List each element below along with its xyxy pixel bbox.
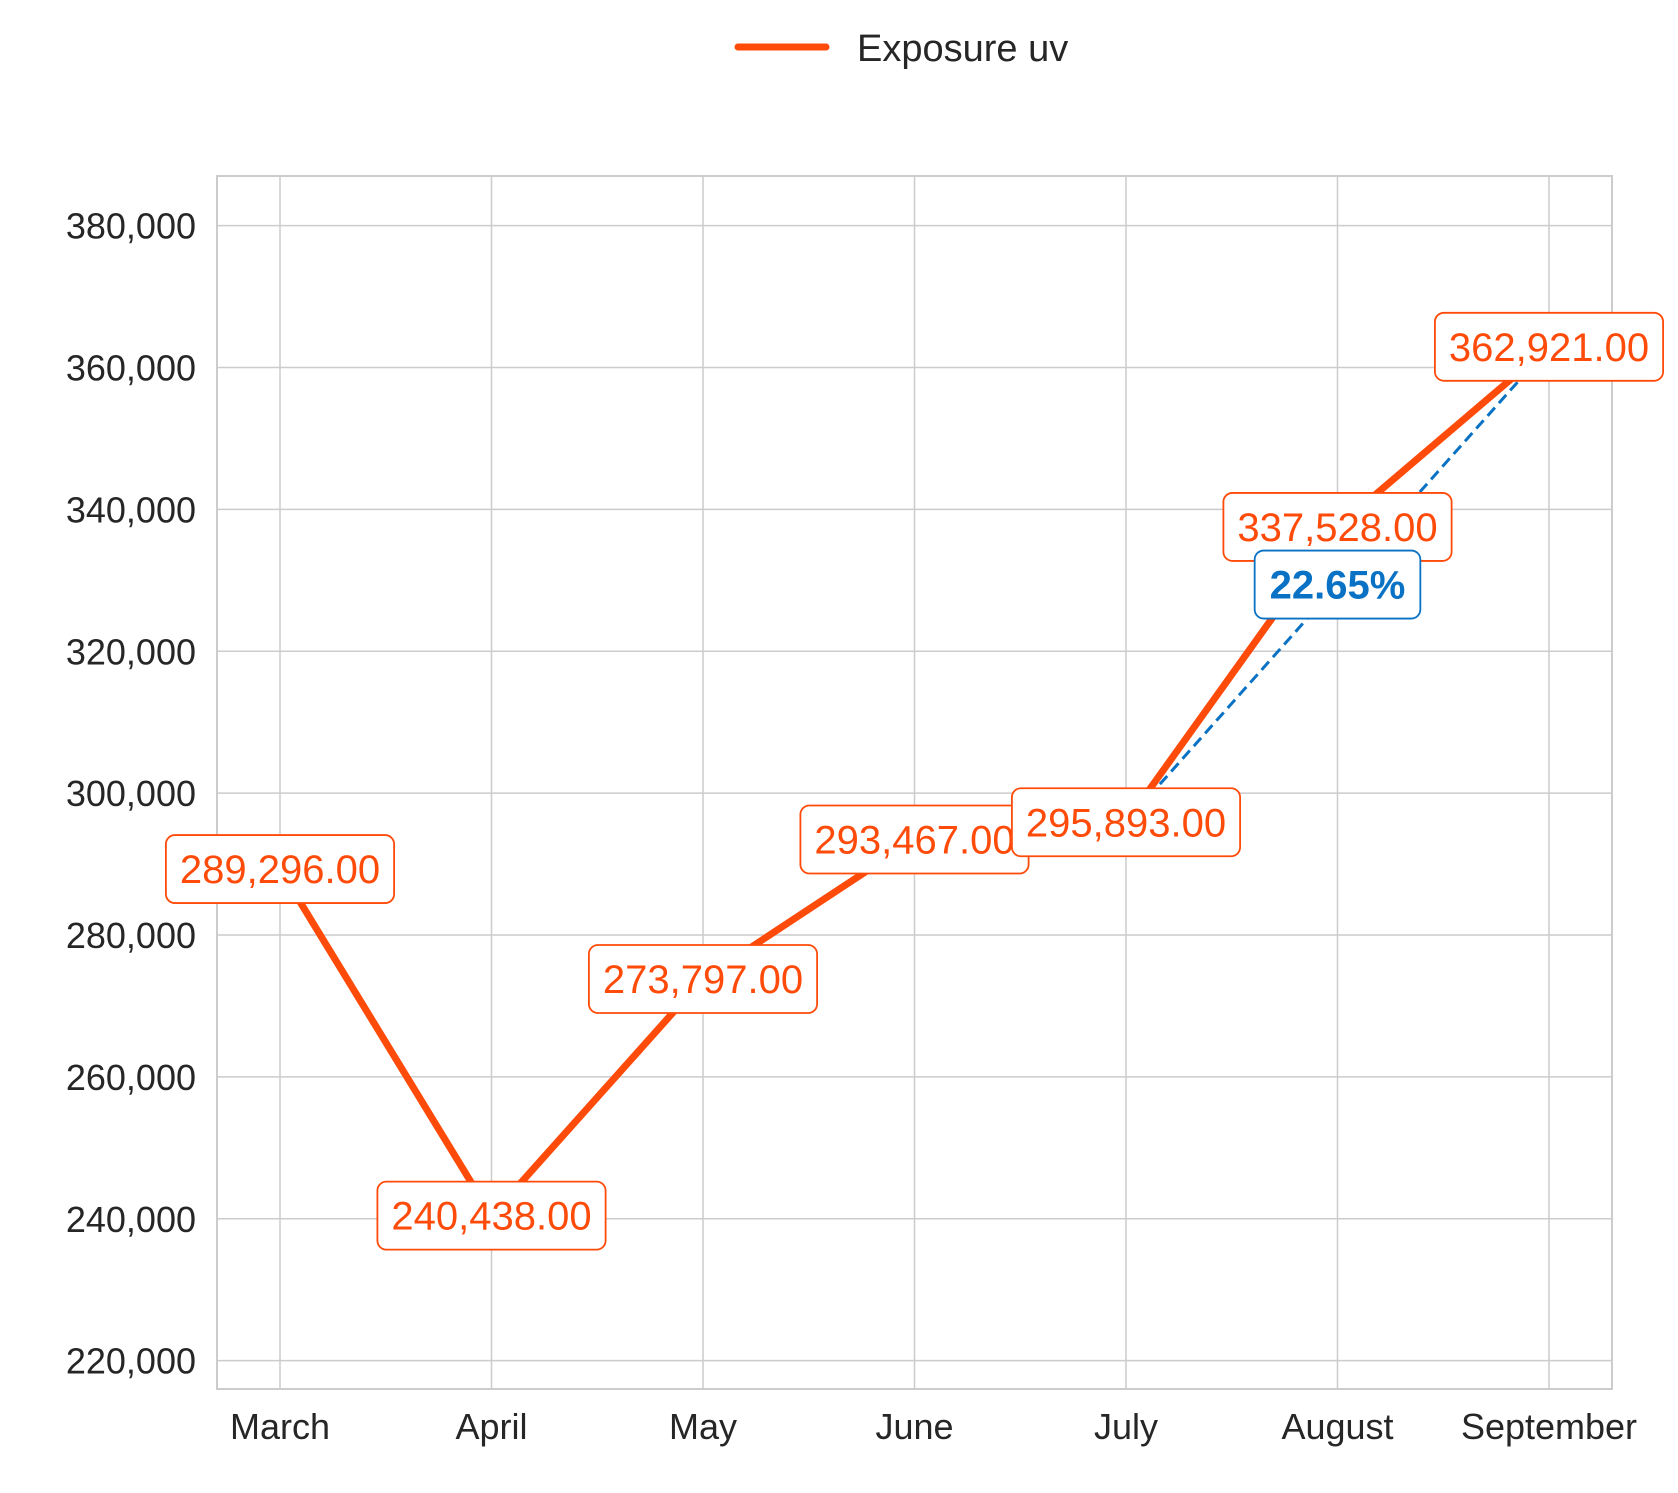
x-tick-label: March <box>230 1406 330 1447</box>
data-label-box <box>1433 311 1665 382</box>
growth-annotation-line <box>1124 345 1551 824</box>
legend: Exposure uv <box>734 28 1068 70</box>
y-tick-label: 220,000 <box>66 1341 196 1382</box>
x-axis: March April May June July August September <box>230 1406 1637 1447</box>
data-label-text: 295,893.00 <box>1026 801 1226 845</box>
growth-annotation <box>1124 345 1551 824</box>
plot-frame <box>216 175 1613 1390</box>
y-axis: 220,000 240,000 260,000 280,000 300,000 320,0… <box>66 206 196 1382</box>
grid <box>217 176 1612 1389</box>
data-label-text: 273,797.00 <box>603 958 803 1002</box>
data-label-text: 362,921.00 <box>1449 326 1649 370</box>
data-label: 240,438.00 <box>376 1180 607 1251</box>
growth-annotation-label-group: 22.65% <box>1253 549 1422 620</box>
data-label: 273,797.00 <box>587 944 819 1014</box>
data-label-text: 337,528.00 <box>1237 506 1437 550</box>
y-tick-label: 340,000 <box>66 489 196 530</box>
y-tick-label: 380,000 <box>66 206 196 247</box>
y-tick-label: 360,000 <box>66 348 196 389</box>
growth-annotation-label: 22.65% <box>1253 549 1422 620</box>
growth-annotation-text: 22.65% <box>1270 564 1406 608</box>
data-label: 362,921.00 <box>1433 311 1665 382</box>
data-label-text: 240,438.00 <box>391 1195 591 1239</box>
legend-label: Exposure uv <box>857 28 1068 70</box>
data-labels: 289,296.00 240,438.00 273,797.00 293,467.00… <box>164 311 1665 1251</box>
data-label: 337,528.00 <box>1222 492 1453 562</box>
y-tick-label: 320,000 <box>66 631 196 672</box>
x-tick-label: August <box>1281 1406 1393 1447</box>
y-tick-label: 280,000 <box>66 915 196 956</box>
data-label: 295,893.00 <box>1010 787 1242 858</box>
data-label: 289,296.00 <box>164 834 396 904</box>
data-label-box <box>164 834 396 904</box>
data-label-text: 293,467.00 <box>814 818 1014 862</box>
x-tick-label: April <box>455 1406 527 1447</box>
x-tick-label: September <box>1461 1406 1637 1447</box>
data-label-text: 289,296.00 <box>180 848 380 892</box>
y-tick-label: 260,000 <box>66 1057 196 1098</box>
x-tick-label: May <box>669 1406 737 1447</box>
data-label: 293,467.00 <box>799 804 1030 875</box>
y-tick-label: 240,000 <box>66 1199 196 1240</box>
y-tick-label: 300,000 <box>66 773 196 814</box>
x-tick-label: June <box>875 1406 953 1447</box>
data-label-box <box>587 944 819 1014</box>
x-tick-label: July <box>1094 1406 1158 1447</box>
data-label-box <box>1010 787 1242 858</box>
growth-annotation-box <box>1253 549 1422 620</box>
data-label-box <box>376 1180 607 1251</box>
